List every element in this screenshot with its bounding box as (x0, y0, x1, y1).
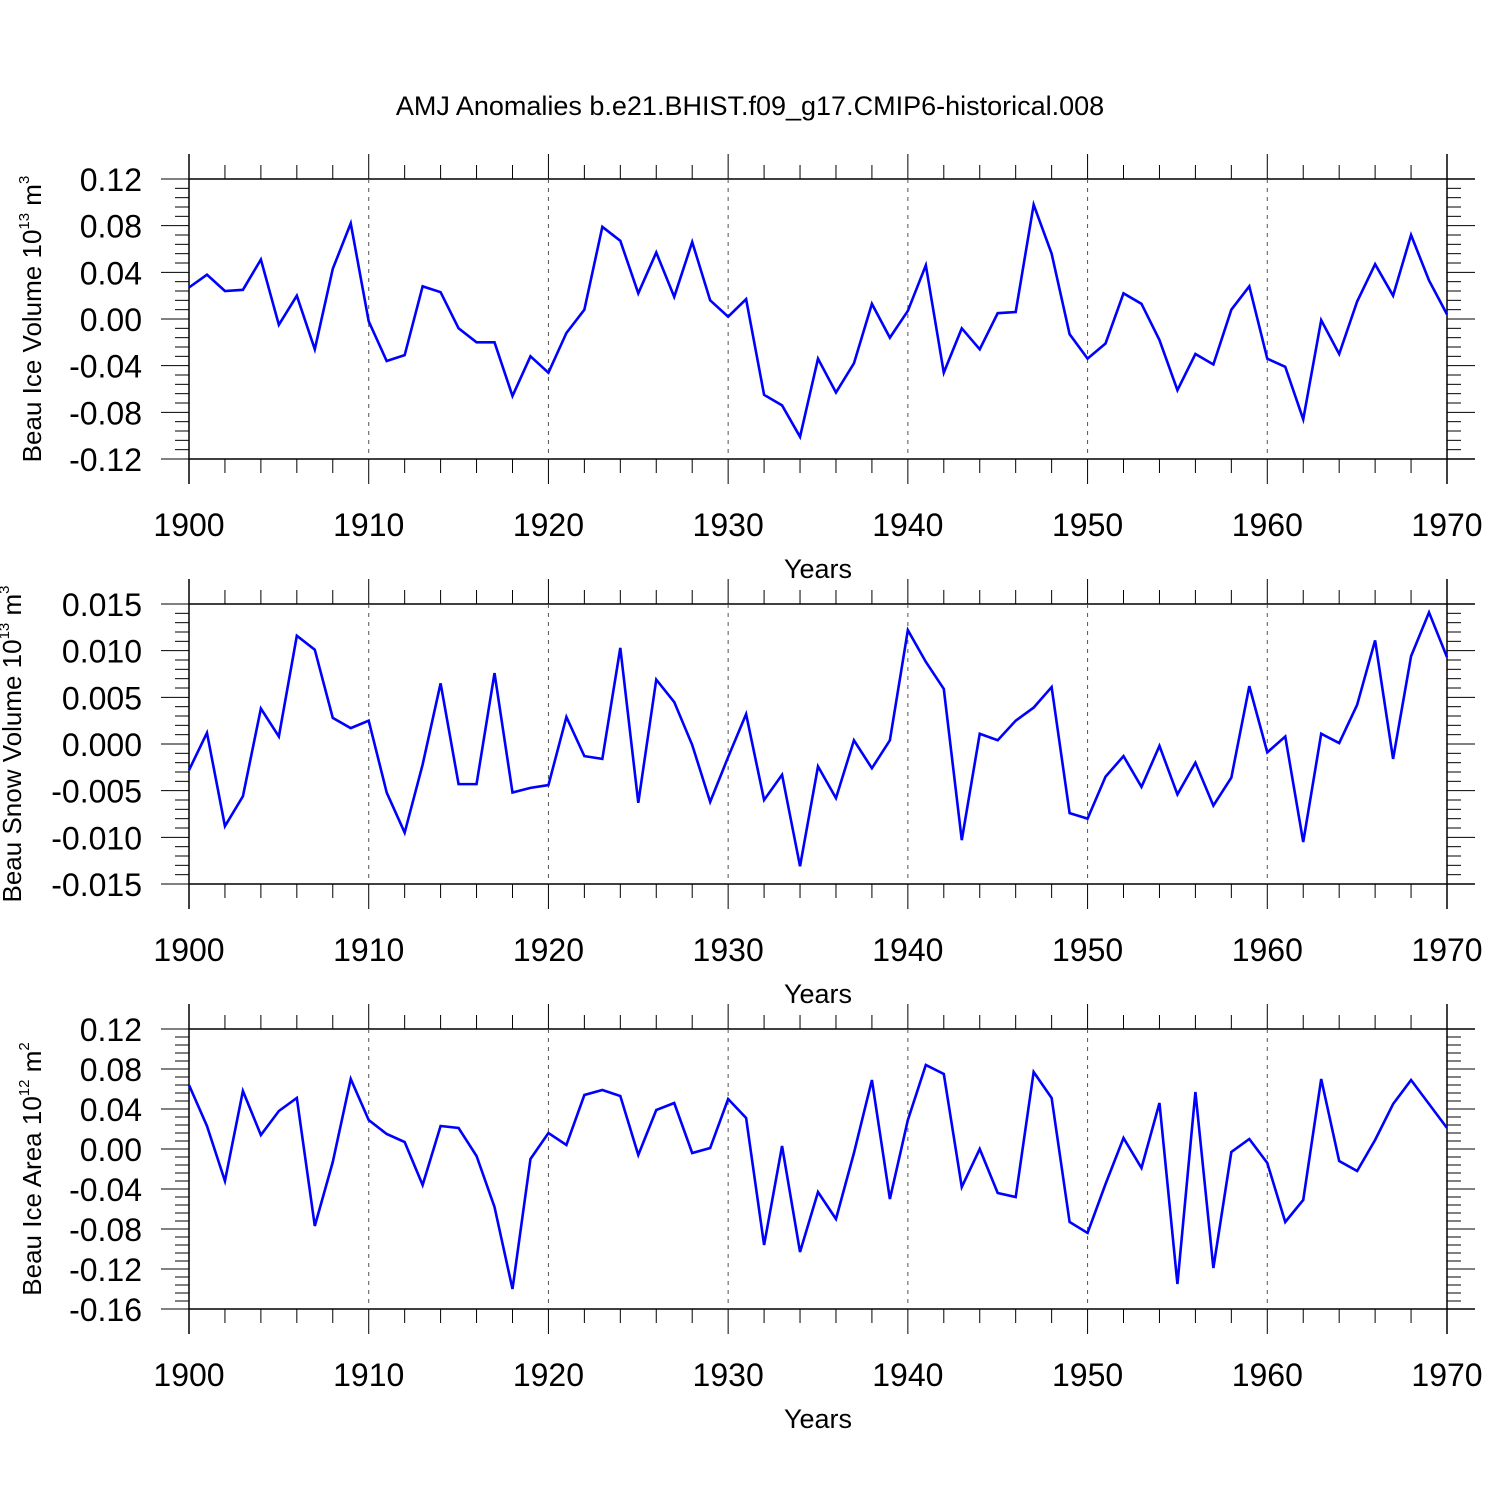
x-tick-label: 1940 (872, 932, 943, 968)
y-axis-title-text: Beau Ice Volume 10 (17, 230, 47, 463)
x-tick-label: 1920 (513, 932, 584, 968)
y-axis-title-unit-exponent: 3 (16, 176, 33, 184)
y-tick-label: -0.005 (51, 774, 142, 810)
y-tick-label: 0.000 (62, 727, 142, 763)
panel-ice-area: 1900 1910 1920 1930 1940 1950 1960 1970 Years -0.… (16, 1004, 1483, 1434)
y-tick-label: 0.00 (80, 1132, 142, 1168)
y-tick-label: 0.010 (62, 634, 142, 670)
y-tick-label: -0.12 (69, 442, 142, 478)
x-tick-label: 1930 (693, 507, 764, 543)
x-tick-label: 1970 (1411, 507, 1482, 543)
x-tick-label: 1970 (1411, 932, 1482, 968)
x-tick-label: 1960 (1232, 1357, 1303, 1393)
y-tick-label: 0.015 (62, 587, 142, 623)
y-axis-title: Beau Ice Area 1012 m2 (16, 1042, 47, 1295)
x-axis-title: Years (784, 554, 852, 584)
y-tick-label: -0.04 (69, 349, 142, 385)
x-tick-label: 1930 (693, 1357, 764, 1393)
y-tick-label: 0.04 (80, 1092, 142, 1128)
x-tick-label: 1910 (333, 507, 404, 543)
chart-title: AMJ Anomalies b.e21.BHIST.f09_g17.CMIP6-… (396, 91, 1104, 121)
x-tick-label: 1940 (872, 507, 943, 543)
y-tick-label: 0.12 (80, 1012, 142, 1048)
x-tick-label: 1910 (333, 1357, 404, 1393)
y-axis-title: Beau Snow Volume 1013 m3 (0, 586, 27, 903)
y-axis-title-text: Beau Snow Volume 10 (0, 639, 27, 902)
y-axis-title: Beau Ice Volume 1013 m3 (16, 176, 47, 463)
panel-ice-volume: 1900 1910 1920 1930 1940 1950 1960 1970 Years -0.… (16, 154, 1483, 584)
x-tick-label: 1920 (513, 1357, 584, 1393)
y-tick-label: -0.08 (69, 1212, 142, 1248)
series-line-ice-area (187, 1063, 1449, 1290)
y-tick-label: -0.04 (69, 1172, 142, 1208)
x-tick-label: 1930 (693, 932, 764, 968)
y-axis-title-unit-exponent: 3 (0, 586, 13, 594)
x-tick-label: 1940 (872, 1357, 943, 1393)
y-tick-label: -0.12 (69, 1252, 142, 1288)
x-tick-label: 1910 (333, 932, 404, 968)
y-tick-label: 0.00 (80, 302, 142, 338)
y-axis-title-exponent: 13 (16, 213, 33, 230)
x-tick-label: 1950 (1052, 1357, 1123, 1393)
x-tick-label: 1950 (1052, 507, 1123, 543)
series-line-ice-volume (188, 199, 1449, 441)
x-tick-label: 1970 (1411, 1357, 1482, 1393)
series-line-snow-volume (187, 608, 1449, 867)
y-tick-label: 0.04 (80, 255, 142, 291)
x-axis-title: Years (784, 1404, 852, 1434)
x-tick-label: 1920 (513, 507, 584, 543)
y-axis-title-unit: m (17, 1051, 47, 1080)
y-tick-label: 0.12 (80, 162, 142, 198)
y-tick-label: 0.005 (62, 680, 142, 716)
x-tick-label: 1950 (1052, 932, 1123, 968)
panel-snow-volume: 1900 1910 1920 1930 1940 1950 1960 1970 Years -0.… (0, 579, 1483, 1009)
y-tick-label: -0.010 (51, 820, 142, 856)
x-tick-label: 1960 (1232, 932, 1303, 968)
y-axis-title-exponent: 13 (0, 623, 13, 640)
y-axis-title-unit-exponent: 2 (16, 1042, 33, 1050)
y-axis-title-exponent: 12 (16, 1080, 33, 1097)
x-tick-label: 1900 (153, 1357, 224, 1393)
y-axis-title-unit: m (0, 594, 27, 623)
y-axis-title-text: Beau Ice Area 10 (17, 1096, 47, 1295)
y-axis-title-unit: m (17, 184, 47, 213)
y-tick-label: -0.16 (69, 1292, 142, 1328)
y-tick-label: 0.08 (80, 1052, 142, 1088)
y-tick-label: -0.08 (69, 395, 142, 431)
y-tick-label: 0.08 (80, 209, 142, 245)
y-tick-label: -0.015 (51, 867, 142, 903)
x-axis-title: Years (784, 979, 852, 1009)
x-tick-label: 1900 (153, 932, 224, 968)
x-tick-label: 1900 (153, 507, 224, 543)
x-tick-label: 1960 (1232, 507, 1303, 543)
